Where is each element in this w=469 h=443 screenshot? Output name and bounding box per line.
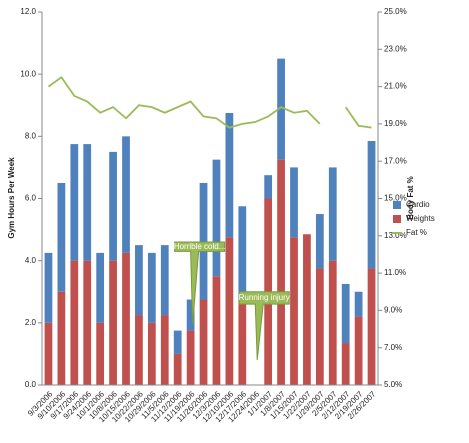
y2-tick-label: 19.0% [384, 119, 407, 128]
y2-tick-label: 21.0% [384, 82, 407, 91]
bar-segment [328, 167, 337, 261]
bar-segment [303, 234, 311, 385]
bar-segment [96, 322, 105, 385]
bar-segment [367, 268, 376, 385]
y2-tick-label: 25.0% [384, 7, 407, 16]
bar-segment [238, 299, 247, 385]
bar-segment [238, 206, 247, 300]
y-tick-label: 6.0 [25, 194, 37, 203]
bar-segment [315, 214, 324, 269]
annotation: Running injury [239, 293, 290, 302]
legend-label: Weights [406, 214, 435, 223]
bar-segment [83, 144, 92, 261]
callout [238, 291, 290, 361]
y2-tick-label: 15.0% [384, 194, 407, 203]
bar-segment [367, 140, 376, 269]
fat-line [47, 76, 321, 129]
bar-segment [160, 245, 169, 316]
bar-segment [225, 237, 234, 385]
y2-tick-label: 23.0% [384, 44, 407, 53]
bar-segment [44, 322, 53, 385]
fat-line [344, 106, 372, 129]
bar-segment [70, 144, 79, 261]
bar-segment [290, 167, 298, 238]
y-tick-label: 0.0 [25, 380, 37, 389]
y2-tick-label: 7.0% [384, 343, 402, 352]
bar-segment [57, 182, 66, 292]
bar-segment [173, 330, 182, 354]
bar-segment [122, 136, 130, 253]
y2-tick-label: 13.0% [384, 231, 407, 240]
bar-segment [135, 315, 143, 385]
legend-label: Fat % [406, 228, 427, 237]
y-tick-label: 2.0 [25, 318, 37, 327]
bar-segment [290, 237, 298, 385]
bar-segment [109, 151, 117, 261]
bar-segment [354, 316, 363, 385]
bar-segment [277, 58, 285, 160]
bar-segment [160, 315, 169, 385]
bar-segment [212, 276, 221, 385]
bar-segment [212, 159, 221, 277]
bar-segment [277, 159, 285, 385]
bar-segment [96, 252, 105, 323]
legend-swatch [393, 201, 401, 209]
y2-tick-label: 17.0% [384, 156, 407, 165]
y2-tick-label: 5.0% [384, 380, 402, 389]
bar-segment [341, 343, 350, 385]
y2-tick-label: 9.0% [384, 306, 402, 315]
bar-segment [264, 175, 273, 199]
legend-swatch [393, 215, 401, 223]
bar-segment [341, 283, 350, 344]
bar-segment [57, 291, 66, 385]
bar-segment [109, 260, 117, 385]
annotation: Horrible cold... [174, 242, 226, 251]
y2-tick-label: 11.0% [384, 268, 406, 277]
bar-segment [354, 291, 363, 317]
legend-label: Cardio [406, 200, 430, 209]
bar-segment [315, 268, 324, 385]
bar-segment [225, 113, 234, 238]
bar-segment [199, 299, 208, 385]
bar-segment [122, 252, 130, 385]
bar-segment [199, 182, 208, 300]
bar-segment [83, 260, 92, 385]
y-tick-label: 12.0 [20, 7, 36, 16]
bar-segment [173, 353, 182, 385]
bar-segment [186, 299, 195, 331]
bar-segment [70, 260, 79, 385]
bar-segment [44, 252, 53, 323]
y-axis-title: Gym Hours Per Week [7, 157, 16, 239]
bar-segment [147, 322, 156, 385]
bar-segment [147, 252, 156, 323]
callout [174, 241, 226, 325]
bar-segment [186, 330, 195, 385]
y-tick-label: 10.0 [20, 69, 36, 78]
y-tick-label: 8.0 [25, 131, 37, 140]
y2-axis-title: Body Fat % [406, 176, 415, 220]
bar-segment [328, 260, 337, 385]
y-tick-label: 4.0 [25, 256, 37, 265]
bar-segment [135, 245, 143, 316]
